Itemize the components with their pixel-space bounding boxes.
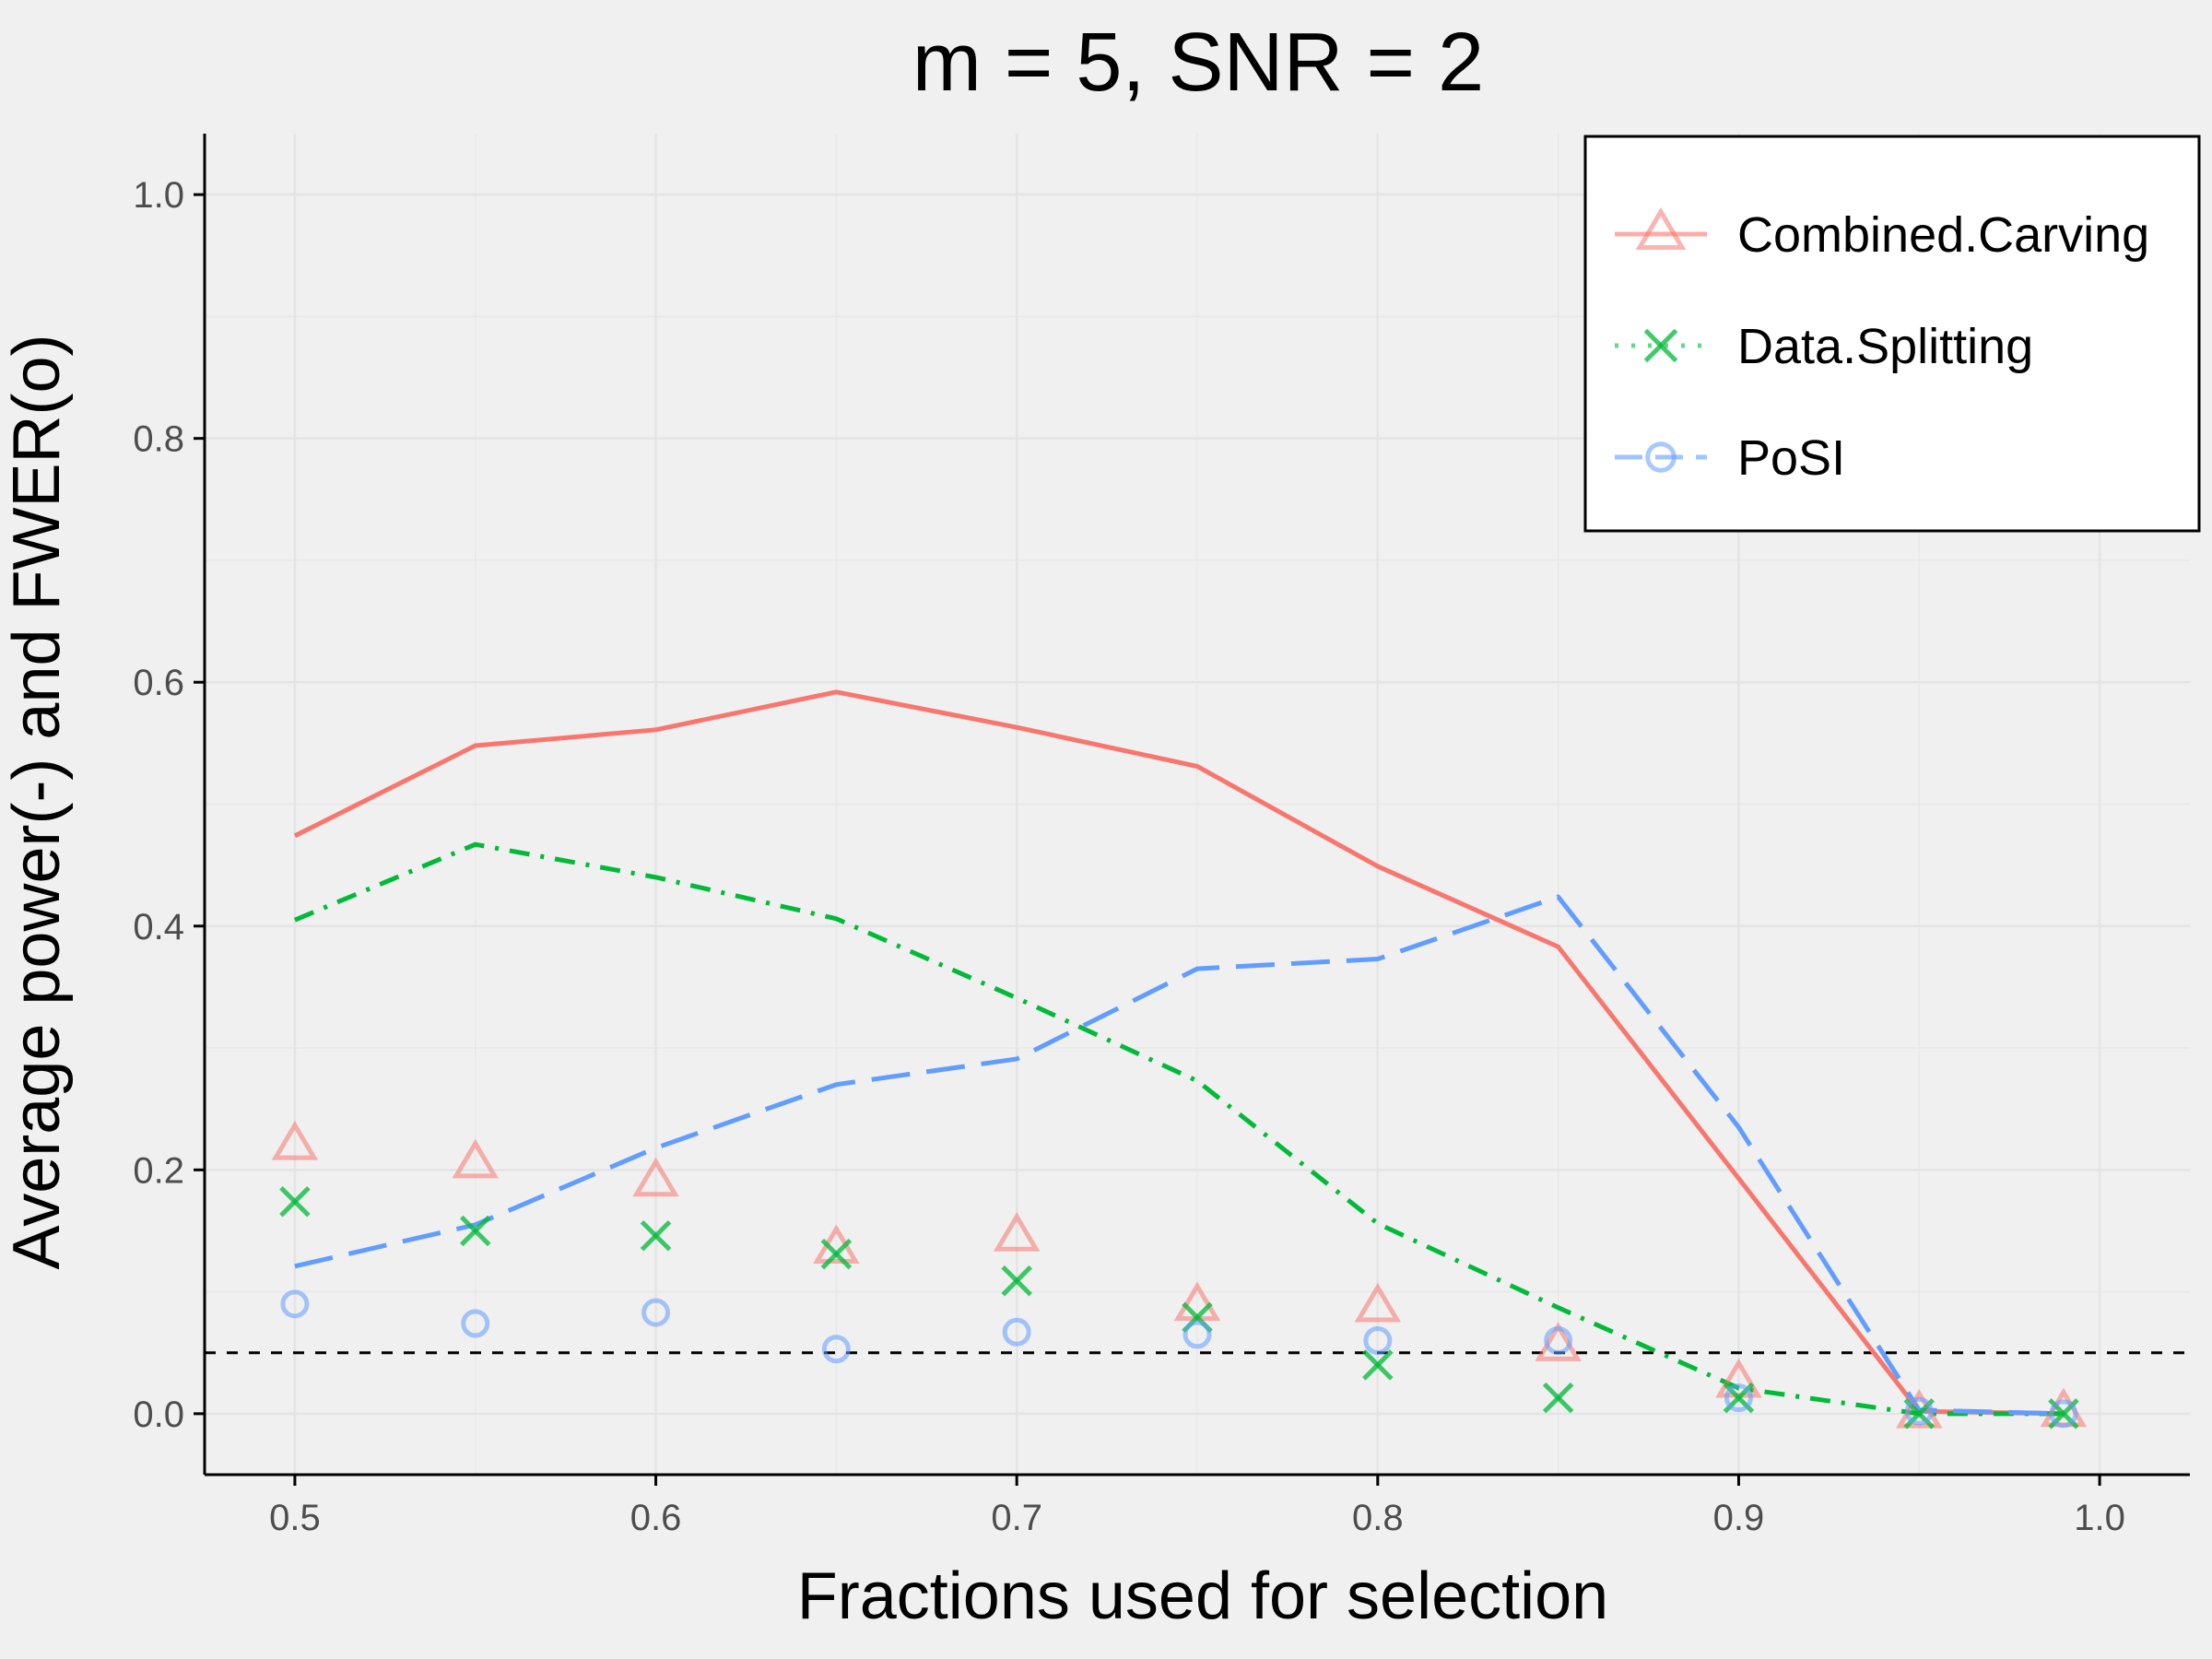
fwer-point-Data.Splitting xyxy=(820,1238,853,1270)
series-line-Combined.Carving xyxy=(293,689,2064,1417)
axes xyxy=(203,134,2190,1477)
fwer-point-Data.Splitting xyxy=(1362,1349,1394,1381)
fwer-point-Data.Splitting-stroke-b xyxy=(640,1219,672,1252)
legend: Combined.Carving Data.Splitting PoSI xyxy=(1583,135,2201,533)
fwer-point-Combined.Carving xyxy=(271,1120,319,1160)
x-tick-label: 0.7 xyxy=(991,1498,1042,1538)
y-axis-title: Average power(-) and FWER(o) xyxy=(0,335,74,1270)
fwer-point-PoSI xyxy=(821,1335,851,1364)
legend-marker-Data.Splitting-stroke-b xyxy=(1643,328,1678,363)
series-markers xyxy=(271,1120,2088,1430)
fwer-point-Data.Splitting xyxy=(1542,1382,1574,1414)
fwer-point-Data.Splitting-stroke-b xyxy=(459,1215,491,1247)
fwer-point-PoSI xyxy=(641,1298,671,1327)
x-tick-label: 0.9 xyxy=(1713,1498,1765,1538)
fwer-point-Combined.Carving xyxy=(632,1157,679,1197)
y-tick-label: 0.2 xyxy=(133,1150,184,1191)
fwer-point-Combined.Carving xyxy=(993,1212,1041,1252)
grid xyxy=(205,134,2190,1475)
y-tick-label: 0.4 xyxy=(133,907,184,947)
x-tick-label: 0.8 xyxy=(1352,1498,1404,1538)
fwer-point-Combined.Carving xyxy=(452,1138,500,1179)
legend-marker-PoSI xyxy=(1645,441,1677,473)
series-lines xyxy=(293,689,2064,1417)
fwer-point-Data.Splitting-stroke-b xyxy=(1001,1265,1032,1297)
x-axis-title: Fractions used for selection xyxy=(797,1559,1608,1633)
legend-box xyxy=(1583,135,2201,533)
fwer-point-Data.Splitting-stroke-b xyxy=(1542,1382,1574,1414)
fwer-point-Data.Splitting-stroke-b xyxy=(279,1185,311,1218)
fwer-point-Data.Splitting-stroke-b xyxy=(820,1238,853,1270)
fwer-point-Data.Splitting xyxy=(640,1219,672,1252)
x-tick-label: 0.5 xyxy=(269,1498,321,1538)
series-line-Data.Splitting xyxy=(293,841,2064,1417)
series-line-PoSI xyxy=(294,894,2064,1417)
fwer-point-Data.Splitting-stroke-b xyxy=(1362,1349,1394,1381)
legend-label: Data.Splitting xyxy=(1737,319,2033,374)
fwer-point-PoSI xyxy=(1904,1396,1934,1426)
fwer-point-PoSI xyxy=(461,1309,490,1338)
fwer-point-Data.Splitting xyxy=(1001,1265,1032,1297)
fwer-point-Combined.Carving xyxy=(1354,1282,1402,1323)
y-tick-label: 1.0 xyxy=(133,175,184,216)
y-tick-label: 0.8 xyxy=(133,419,184,460)
legend-label: PoSI xyxy=(1737,430,1845,486)
fwer-point-Data.Splitting xyxy=(279,1185,311,1218)
fwer-point-PoSI xyxy=(1724,1383,1753,1413)
ticks: 0.5 0.6 0.7 0.8 0.9 1.0 0.0 0.2 0.4 0.6 0.8 1.0 xyxy=(133,175,2125,1538)
fwer-point-PoSI xyxy=(1182,1320,1212,1349)
fwer-point-PoSI xyxy=(1002,1317,1031,1347)
fwer-point-Data.Splitting xyxy=(459,1215,491,1247)
legend-marker-Data.Splitting xyxy=(1643,328,1678,363)
fwer-point-PoSI xyxy=(2049,1399,2078,1429)
x-tick-label: 1.0 xyxy=(2074,1498,2125,1538)
fwer-point-PoSI xyxy=(1363,1326,1393,1355)
fwer-point-PoSI xyxy=(280,1289,310,1319)
y-tick-label: 0.0 xyxy=(133,1394,184,1435)
fwer-point-PoSI xyxy=(1544,1326,1573,1355)
y-tick-label: 0.6 xyxy=(133,663,184,703)
legend-marker-Combined.Carving xyxy=(1635,206,1687,251)
x-tick-label: 0.6 xyxy=(630,1498,682,1538)
chart-title: m = 5, SNR = 2 xyxy=(912,17,1484,109)
legend-label: Combined.Carving xyxy=(1737,207,2149,263)
